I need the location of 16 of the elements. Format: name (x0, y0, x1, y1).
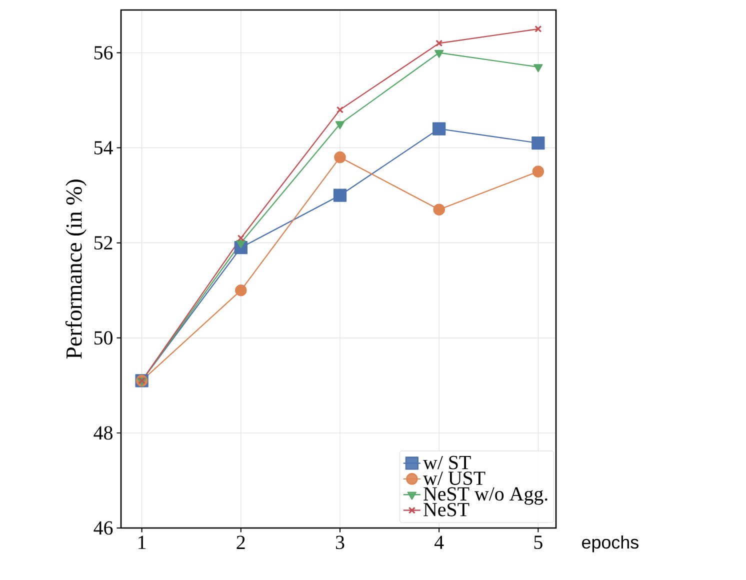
y-tick-label: 48 (94, 426, 112, 440)
y-tick-label: 50 (94, 331, 112, 345)
x-tick-label: 1 (138, 536, 146, 549)
x-tick-label: 5 (534, 536, 542, 549)
y-tick-label: 52 (94, 236, 112, 250)
legend-label: w/ UST (423, 472, 486, 485)
x-axis-title: epochs (582, 536, 638, 552)
legend-label: w/ ST (423, 456, 471, 470)
y-tick-label: 46 (94, 521, 113, 535)
y-axis-title: Performance (in %) (65, 180, 86, 359)
x-tick-label: 4 (434, 536, 444, 549)
legend-label: NeST (424, 502, 470, 516)
y-tick-label: 56 (94, 46, 113, 60)
y-tick-label: 54 (94, 141, 113, 154)
x-tick-label: 3 (336, 536, 344, 550)
x-tick-label: 2 (236, 536, 245, 549)
